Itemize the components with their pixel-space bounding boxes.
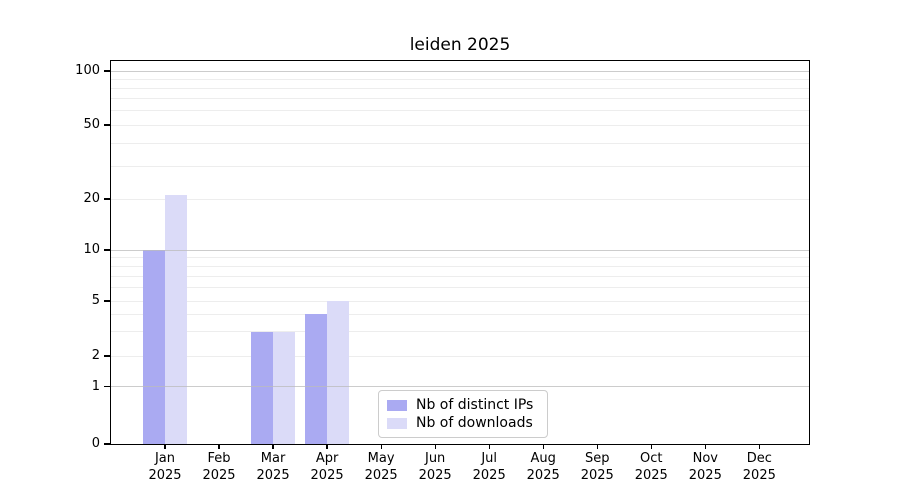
- y-tick-label-100: 100: [75, 63, 100, 78]
- gridline-minor-20: [111, 198, 809, 200]
- x-tick-mark-aug: [542, 444, 544, 449]
- month-name: Sep: [584, 451, 610, 466]
- gridline-minor-60: [111, 110, 809, 112]
- legend-label-distinct-ips: Nb of distinct IPs: [416, 397, 534, 413]
- x-tick-mark-apr: [326, 444, 328, 449]
- y-tick-mark-50: [104, 124, 110, 126]
- gridline-minor-3: [111, 331, 809, 333]
- x-tick-label-feb: Feb 2025: [188, 451, 250, 484]
- month-name: Feb: [207, 451, 231, 466]
- y-tick-label-5: 5: [91, 293, 100, 308]
- gridline-minor-70: [111, 98, 809, 100]
- y-tick-label-1: 1: [91, 378, 100, 394]
- month-name: Apr: [315, 451, 339, 466]
- legend-swatch-distinct-ips: [387, 399, 407, 411]
- plot-area: [110, 60, 810, 445]
- x-tick-mark-feb: [218, 444, 220, 449]
- bar-apr-nb-of-downloads: [327, 301, 349, 444]
- y-tick-label-10: 10: [83, 242, 100, 257]
- x-tick-mark-sep: [596, 444, 598, 449]
- x-tick-label-aug: Aug 2025: [512, 451, 574, 484]
- x-tick-mark-nov: [704, 444, 706, 449]
- month-year: 2025: [418, 467, 452, 483]
- gridline-minor-90: [111, 78, 809, 80]
- gridline-major-10: [111, 249, 809, 251]
- gridline-major-100: [111, 70, 809, 72]
- gridline-minor-80: [111, 87, 809, 89]
- bar-mar-nb-of-distinct-ips: [251, 331, 274, 444]
- month-name: Oct: [640, 451, 663, 466]
- x-tick-mark-jul: [488, 444, 490, 449]
- x-tick-mark-jun: [434, 444, 436, 449]
- legend-item-distinct-ips: Nb of distinct IPs: [387, 396, 533, 414]
- month-name: Jan: [154, 451, 176, 466]
- gridline-minor-50: [111, 124, 809, 126]
- x-tick-label-may: May 2025: [350, 451, 412, 484]
- x-tick-label-jul: Jul 2025: [458, 451, 520, 484]
- y-tick-mark-2: [104, 355, 110, 357]
- gridline-minor-8: [111, 265, 809, 267]
- y-tick-mark-0: [104, 443, 110, 445]
- month-name: Mar: [260, 451, 286, 466]
- y-tick-label-2: 2: [91, 348, 100, 363]
- y-tick-mark-100: [104, 70, 110, 72]
- gridline-minor-4: [111, 313, 809, 315]
- x-tick-label-apr: Apr 2025: [296, 451, 358, 484]
- month-year: 2025: [202, 467, 236, 483]
- gridline-minor-6: [111, 287, 809, 289]
- month-year: 2025: [634, 467, 668, 483]
- month-year: 2025: [742, 467, 776, 483]
- x-tick-mark-oct: [650, 444, 652, 449]
- legend-label-downloads: Nb of downloads: [416, 415, 533, 431]
- x-tick-label-sep: Sep 2025: [566, 451, 628, 484]
- month-year: 2025: [526, 467, 560, 483]
- y-tick-label-50: 50: [83, 117, 100, 132]
- y-tick-mark-20: [104, 198, 110, 200]
- month-year: 2025: [580, 467, 614, 483]
- month-year: 2025: [472, 467, 506, 483]
- x-tick-label-nov: Nov 2025: [674, 451, 736, 484]
- gridline-minor-30: [111, 165, 809, 167]
- legend: Nb of distinct IPs Nb of downloads: [378, 390, 549, 438]
- x-tick-label-oct: Oct 2025: [620, 451, 682, 484]
- legend-swatch-downloads: [387, 417, 407, 429]
- bar-jan-nb-of-distinct-ips: [143, 250, 165, 444]
- x-tick-label-mar: Mar 2025: [242, 451, 304, 484]
- x-tick-mark-dec: [758, 444, 760, 449]
- gridline-minor-7: [111, 275, 809, 277]
- x-tick-label-dec: Dec 2025: [728, 451, 790, 484]
- gridline-minor-2: [111, 355, 809, 357]
- x-tick-mark-jan: [164, 444, 166, 449]
- legend-item-downloads: Nb of downloads: [387, 414, 533, 432]
- month-year: 2025: [364, 467, 398, 483]
- y-tick-mark-10: [104, 249, 110, 251]
- y-tick-mark-1: [104, 385, 110, 388]
- month-year: 2025: [148, 467, 182, 483]
- gridline-minor-5: [111, 300, 809, 302]
- month-name: Jun: [424, 451, 446, 466]
- y-tick-label-0: 0: [91, 436, 100, 451]
- bar-jan-nb-of-downloads: [165, 195, 187, 444]
- month-year: 2025: [688, 467, 722, 483]
- month-name: Aug: [530, 451, 556, 466]
- month-year: 2025: [310, 467, 344, 483]
- y-tick-mark-5: [104, 300, 110, 302]
- x-tick-mark-mar: [272, 444, 274, 449]
- x-tick-mark-may: [380, 444, 382, 449]
- y-tick-label-20: 20: [83, 191, 100, 206]
- x-tick-label-jan: Jan 2025: [134, 451, 196, 484]
- month-name: May: [367, 451, 395, 466]
- month-name: Jul: [481, 451, 498, 466]
- month-year: 2025: [256, 467, 290, 483]
- month-name: Dec: [746, 451, 772, 466]
- x-tick-label-jun: Jun 2025: [404, 451, 466, 484]
- gridline-minor-40: [111, 142, 809, 144]
- bar-apr-nb-of-distinct-ips: [305, 314, 328, 444]
- bar-mar-nb-of-downloads: [273, 331, 295, 444]
- gridline-minor-9: [111, 257, 809, 259]
- month-name: Nov: [692, 451, 718, 466]
- gridline-major-1: [111, 386, 809, 387]
- chart-title: leiden 2025: [409, 35, 511, 55]
